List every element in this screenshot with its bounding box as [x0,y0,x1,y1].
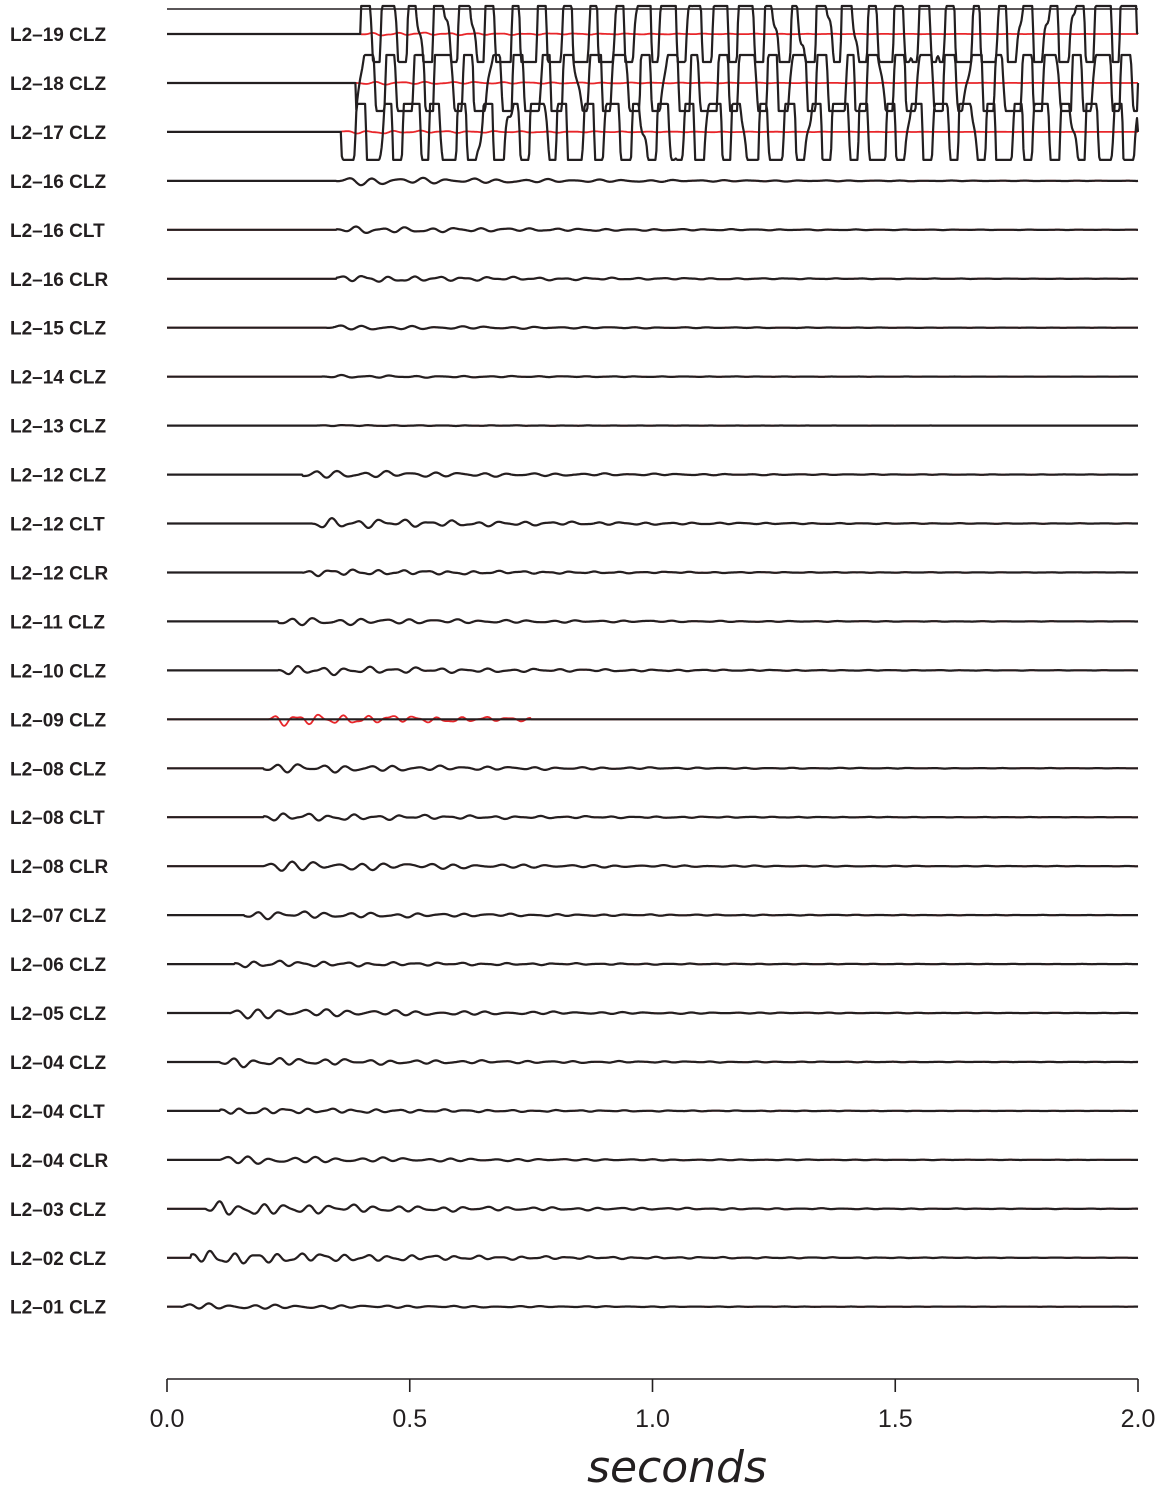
trace-label: L2–18 CLZ [10,74,106,95]
trace-label: L2–08 CLZ [10,759,106,780]
trace-row: L2–12 CLR [10,563,1139,584]
observed-trace [166,959,1139,969]
trace-label: L2–19 CLZ [10,25,106,46]
trace-row: L2–19 CLZ [10,4,1139,64]
trace-label: L2–04 CLT [10,1102,105,1123]
trace-label: L2–16 CLT [10,221,105,242]
trace-row: L2–08 CLZ [10,759,1139,780]
trace-row: L2–04 CLT [10,1102,1139,1123]
trace-row: L2–11 CLZ [10,612,1139,633]
observed-trace [166,469,1139,479]
observed-trace [166,373,1139,379]
observed-trace [166,1200,1139,1216]
observed-trace [166,665,1139,677]
trace-label: L2–05 CLZ [10,1004,106,1025]
trace-row: L2–15 CLZ [10,319,1139,340]
trace-row: L2–02 CLZ [10,1249,1139,1270]
trace-row: L2–12 CLT [10,515,1139,536]
trace-label: L2–12 CLT [10,515,105,536]
trace-label: L2–12 CLZ [10,466,106,487]
trace-label: L2–09 CLZ [10,710,106,731]
trace-row: L2–04 CLZ [10,1053,1139,1074]
observed-trace [166,1155,1139,1165]
observed-trace [166,812,1139,822]
trace-label: L2–03 CLZ [10,1200,106,1221]
trace-row: L2–06 CLZ [10,955,1139,976]
x-tick-label: 2.0 [1121,1405,1156,1433]
trace-row: L2–13 CLZ [10,417,1139,438]
trace-row: L2–14 CLZ [10,368,1139,389]
observed-trace [166,763,1139,774]
x-tick-label: 1.0 [635,1405,670,1433]
trace-label: L2–06 CLZ [10,955,106,976]
trace-label: L2–11 CLZ [10,612,105,633]
trace-label: L2–16 CLZ [10,172,106,193]
observed-trace [166,4,1139,64]
trace-row: L2–01 CLZ [10,1298,1139,1319]
trace-row: L2–03 CLZ [10,1200,1139,1221]
observed-trace [166,176,1139,187]
trace-label: L2–16 CLR [10,270,108,291]
x-tick-label: 0.5 [392,1405,427,1433]
observed-trace [166,424,1139,428]
observed-trace [166,1302,1139,1310]
trace-label: L2–07 CLZ [10,906,106,927]
observed-trace [166,1249,1139,1265]
observed-trace [166,910,1139,921]
x-tick-label: 1.5 [878,1405,913,1433]
trace-row: L2–08 CLT [10,808,1139,829]
trace-label: L2–14 CLZ [10,368,106,389]
observed-trace [166,1107,1139,1115]
observed-trace [166,225,1139,234]
x-axis-title: seconds [587,1442,767,1493]
observed-trace [166,275,1139,283]
trace-label: L2–02 CLZ [10,1249,106,1270]
trace-label: L2–15 CLZ [10,319,106,340]
trace-row: L2–07 CLZ [10,906,1139,927]
trace-row: L2–05 CLZ [10,1004,1139,1025]
x-tick-label: 0.0 [150,1405,185,1433]
trace-row: L2–16 CLZ [10,172,1139,193]
trace-label: L2–10 CLZ [10,661,106,682]
trace-row: L2–17 CLZ [10,102,1140,161]
trace-row: L2–04 CLR [10,1151,1139,1172]
observed-trace [166,1057,1139,1069]
observed-trace [166,617,1139,627]
trace-row: L2–16 CLT [10,221,1139,242]
observed-trace [166,517,1139,529]
trace-row: L2–08 CLR [10,857,1139,878]
trace-label: L2–04 CLZ [10,1053,106,1074]
observed-trace [166,860,1139,872]
observed-trace [166,1008,1139,1020]
trace-label: L2–08 CLT [10,808,105,829]
observed-trace [166,53,1140,113]
trace-row: L2–10 CLZ [10,661,1139,682]
trace-label: L2–04 CLR [10,1151,108,1172]
traces-layer: L2–19 CLZ L2–18 CLZ L2–17 CLZ L2–16 CLZ L2–1… [10,4,1140,1319]
trace-label: L2–13 CLZ [10,417,106,438]
observed-trace [166,324,1139,331]
x-axis: 0.0 0.5 1.0 1.5 2.0 [150,1378,1156,1433]
observed-trace [166,102,1140,161]
trace-label: L2–08 CLR [10,857,108,878]
observed-trace [166,568,1139,578]
trace-label: L2–12 CLR [10,563,108,584]
trace-row: L2–12 CLZ [10,466,1139,487]
trace-row: L2–09 CLZ [10,710,1138,731]
trace-row: L2–18 CLZ [10,53,1140,113]
trace-row: L2–16 CLR [10,270,1139,291]
trace-label: L2–17 CLZ [10,123,106,144]
trace-label: L2–01 CLZ [10,1298,106,1319]
x-axis-ticks: 0.0 0.5 1.0 1.5 2.0 [150,1379,1156,1433]
